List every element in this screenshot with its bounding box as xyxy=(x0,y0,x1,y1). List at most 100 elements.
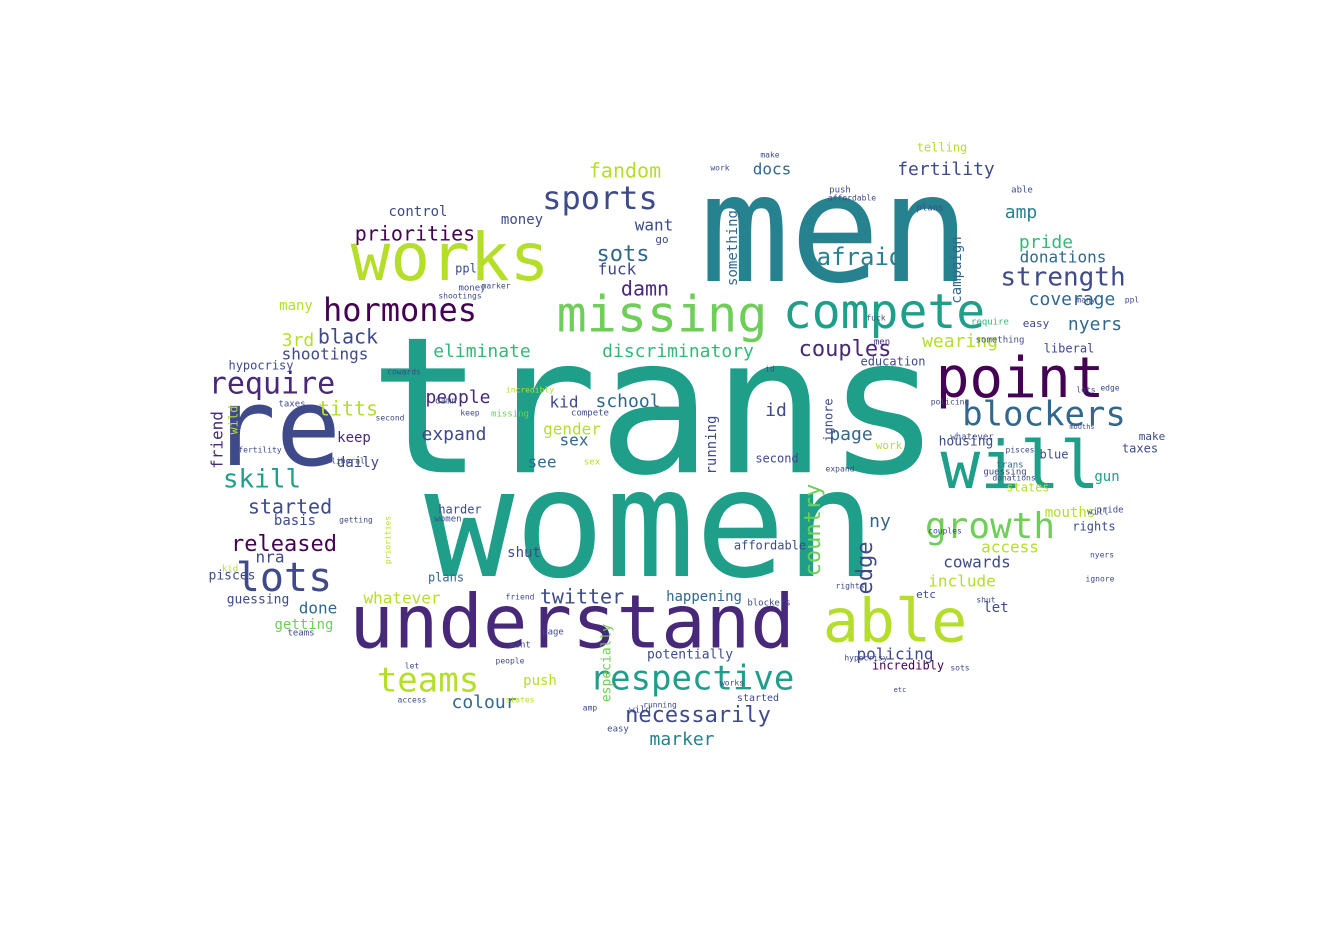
word: ignore xyxy=(822,398,836,441)
word: released xyxy=(231,532,337,557)
word: wild xyxy=(227,406,241,435)
word: taxes xyxy=(1122,442,1158,456)
word: growth xyxy=(925,506,1055,547)
word: rights xyxy=(836,582,865,591)
word: friend xyxy=(208,411,227,469)
word: work xyxy=(876,439,903,452)
word: keep xyxy=(460,409,479,418)
word: money xyxy=(501,212,543,228)
word: policing xyxy=(856,645,933,664)
word: coverage xyxy=(1029,289,1116,310)
word: page xyxy=(829,424,872,445)
word: fertility xyxy=(238,446,282,455)
word: necessarily xyxy=(625,703,771,728)
word: liberal xyxy=(331,457,365,466)
word: colour xyxy=(451,692,516,713)
word: easy xyxy=(607,725,629,735)
word: something xyxy=(725,210,741,286)
word: mouths xyxy=(1069,423,1094,431)
word: push xyxy=(523,673,557,689)
word: nra xyxy=(256,548,285,567)
word: many xyxy=(279,298,313,314)
word: discriminatory xyxy=(602,341,754,362)
word: country xyxy=(801,484,826,577)
word: want xyxy=(635,216,674,235)
word: campaign xyxy=(949,236,965,303)
word: mouths xyxy=(1045,505,1096,521)
word: started xyxy=(248,495,332,519)
word: damn xyxy=(621,277,669,301)
word: understand xyxy=(349,580,795,666)
word: edge xyxy=(1100,384,1119,393)
word: blockers xyxy=(962,395,1126,435)
word: make xyxy=(1139,430,1166,443)
word: shootings xyxy=(282,345,369,364)
word: ignore xyxy=(1086,575,1115,584)
word: women xyxy=(434,515,461,525)
word: works xyxy=(351,219,550,296)
word: trans xyxy=(996,461,1023,471)
word: potentially xyxy=(647,648,733,663)
word: blockers xyxy=(747,599,790,609)
word: people xyxy=(496,657,525,666)
word: require xyxy=(971,318,1009,328)
word: done xyxy=(299,599,338,618)
word: make xyxy=(760,151,779,160)
word: strength xyxy=(1000,263,1125,293)
word: sex xyxy=(560,431,589,450)
word: friend xyxy=(506,593,535,602)
word: afraid xyxy=(817,243,904,271)
word: shootings xyxy=(438,292,482,301)
word: men xyxy=(700,143,971,317)
word: marker xyxy=(482,282,511,291)
word: shut xyxy=(507,545,541,561)
word: wild xyxy=(629,706,651,716)
word: many xyxy=(1076,296,1095,305)
word: missing xyxy=(491,410,529,420)
word: kid xyxy=(550,393,579,412)
word: pride xyxy=(1096,506,1123,516)
word: fandom xyxy=(589,159,661,183)
word: access xyxy=(398,696,427,705)
word: marker xyxy=(649,729,714,750)
word: states xyxy=(506,696,535,705)
word: twitter xyxy=(540,585,624,609)
word: pride xyxy=(1019,232,1073,253)
word: hypocrisy xyxy=(844,654,888,663)
word: want xyxy=(509,641,531,651)
word: will xyxy=(941,427,1100,504)
word: incredibly xyxy=(506,386,554,395)
word: keep xyxy=(337,430,371,446)
word: control xyxy=(388,204,447,220)
word: people xyxy=(425,387,490,408)
word: fuck xyxy=(866,314,885,323)
word: wearing xyxy=(922,331,998,352)
word: missing xyxy=(557,286,768,344)
word: let xyxy=(405,662,420,671)
word: started xyxy=(737,693,779,704)
word: blue xyxy=(1040,448,1069,462)
word: shut xyxy=(976,596,995,605)
word: titts xyxy=(318,397,378,421)
word: expand xyxy=(421,424,486,445)
word: damn xyxy=(435,397,457,407)
word: let xyxy=(983,600,1008,616)
word: daily xyxy=(337,455,379,471)
word: affordable xyxy=(828,194,876,203)
word: donations xyxy=(992,474,1036,483)
word: guessing xyxy=(227,593,290,608)
word: teams xyxy=(287,629,314,639)
word: see xyxy=(528,453,557,472)
word: lots xyxy=(236,555,332,601)
word: money xyxy=(458,284,486,294)
word: nyers xyxy=(1090,551,1114,560)
word: something xyxy=(976,336,1025,346)
word: nyers xyxy=(1068,314,1122,335)
word: works xyxy=(720,679,744,688)
word: fertility xyxy=(897,159,995,180)
word: lots xyxy=(1076,386,1095,395)
word: require xyxy=(209,367,335,402)
word: housing xyxy=(939,435,994,450)
word: states xyxy=(1006,481,1049,495)
